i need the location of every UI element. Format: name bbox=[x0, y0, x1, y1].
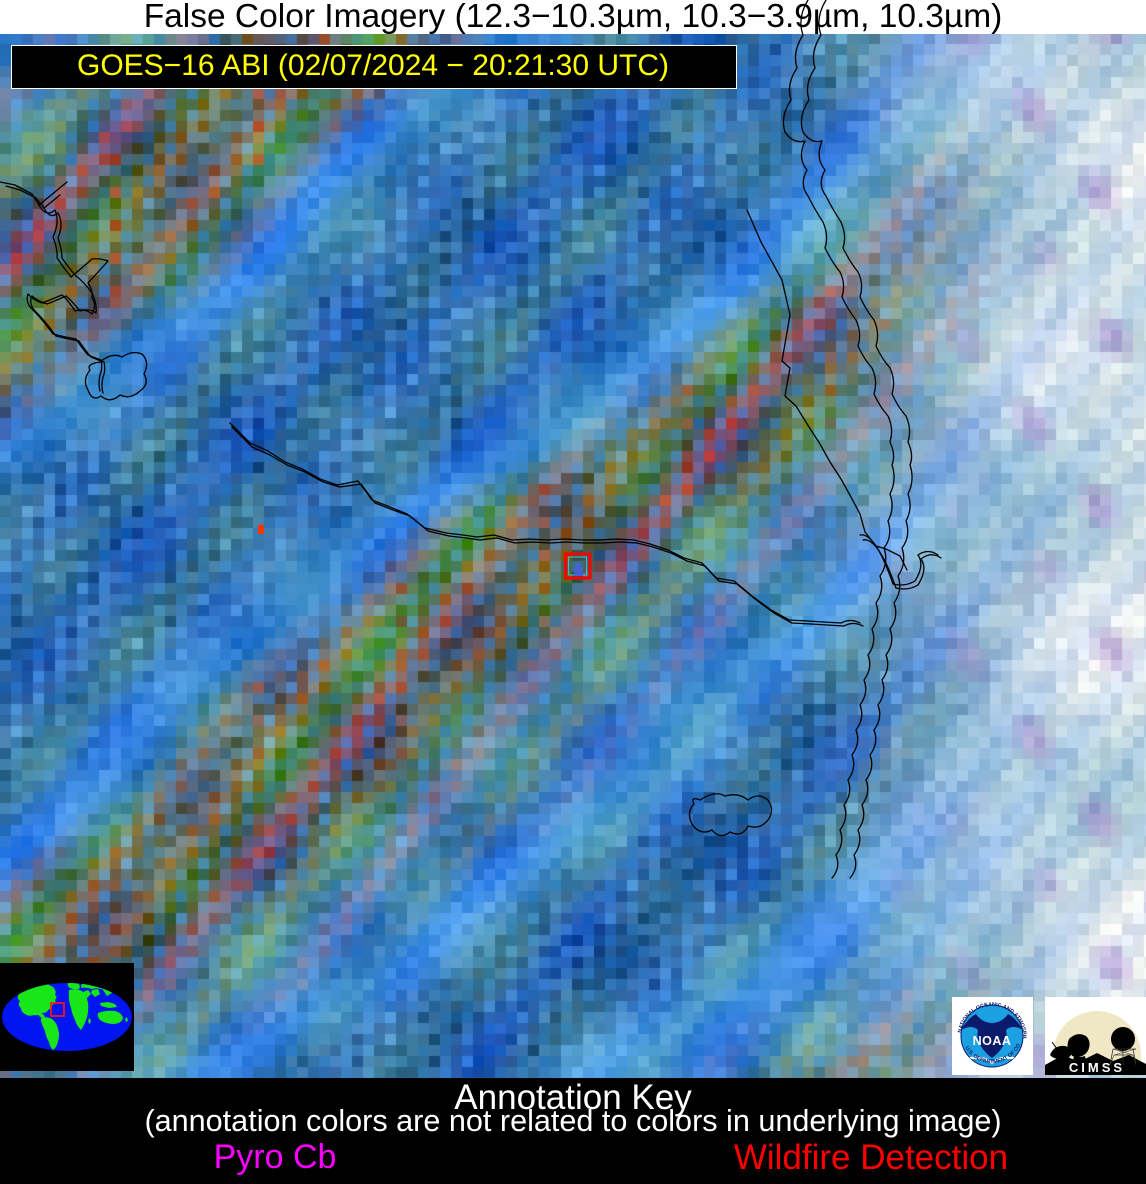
svg-text:NOAA: NOAA bbox=[973, 1034, 1012, 1048]
svg-text:CIMSS: CIMSS bbox=[1069, 1060, 1125, 1075]
